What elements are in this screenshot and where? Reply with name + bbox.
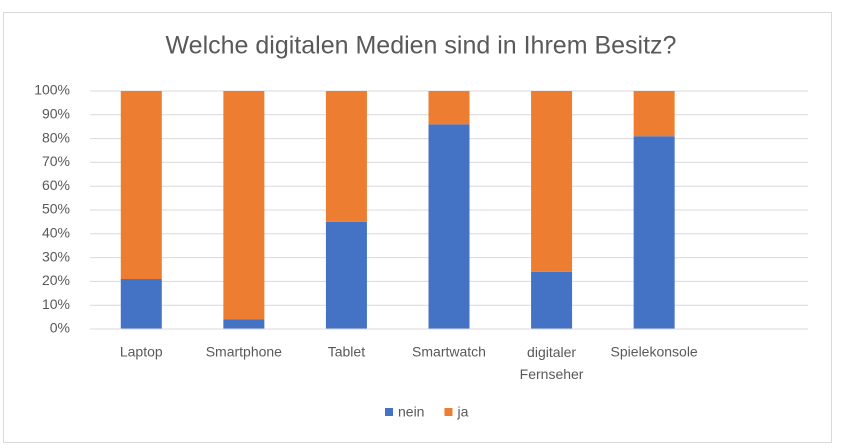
- legend-label: ja: [456, 404, 468, 420]
- y-tick-label: 60%: [42, 177, 70, 193]
- bar-segment: [428, 91, 470, 125]
- x-tick-label: Smartphone: [206, 344, 282, 360]
- bar-segment: [531, 91, 573, 272]
- x-tick-label: Laptop: [120, 344, 163, 360]
- y-tick-label: 100%: [34, 82, 70, 98]
- bar-segment: [223, 319, 265, 329]
- bar-segment: [428, 124, 470, 329]
- y-tick-label: 40%: [42, 225, 70, 241]
- legend-swatch: [385, 408, 393, 416]
- y-tick-label: 80%: [42, 129, 70, 145]
- chart-title: Welche digitalen Medien sind in Ihrem Be…: [166, 32, 677, 60]
- x-tick-label: Tablet: [328, 344, 365, 360]
- y-tick-label: 70%: [42, 153, 70, 169]
- bar-segment: [325, 91, 367, 222]
- y-tick-label: 0%: [50, 320, 70, 336]
- bar-segment: [120, 91, 162, 280]
- bar-segment: [120, 279, 162, 329]
- legend-label: nein: [398, 404, 424, 420]
- y-tick-label: 30%: [42, 248, 70, 264]
- y-tick-label: 20%: [42, 272, 70, 288]
- y-tick-label: 90%: [42, 106, 70, 122]
- bar-segment: [633, 91, 675, 137]
- x-tick-label: digitaler Fernseher: [520, 344, 584, 382]
- bar-segment: [325, 221, 367, 329]
- bar-segment: [531, 271, 573, 329]
- bar-segment: [633, 136, 675, 329]
- bar-segment: [223, 91, 265, 320]
- x-tick-label: Smartwatch: [412, 344, 486, 360]
- x-tick-label: Spielekonsole: [611, 344, 698, 360]
- y-tick-label: 50%: [42, 201, 70, 217]
- y-tick-label: 10%: [42, 296, 70, 312]
- legend-swatch: [444, 408, 453, 416]
